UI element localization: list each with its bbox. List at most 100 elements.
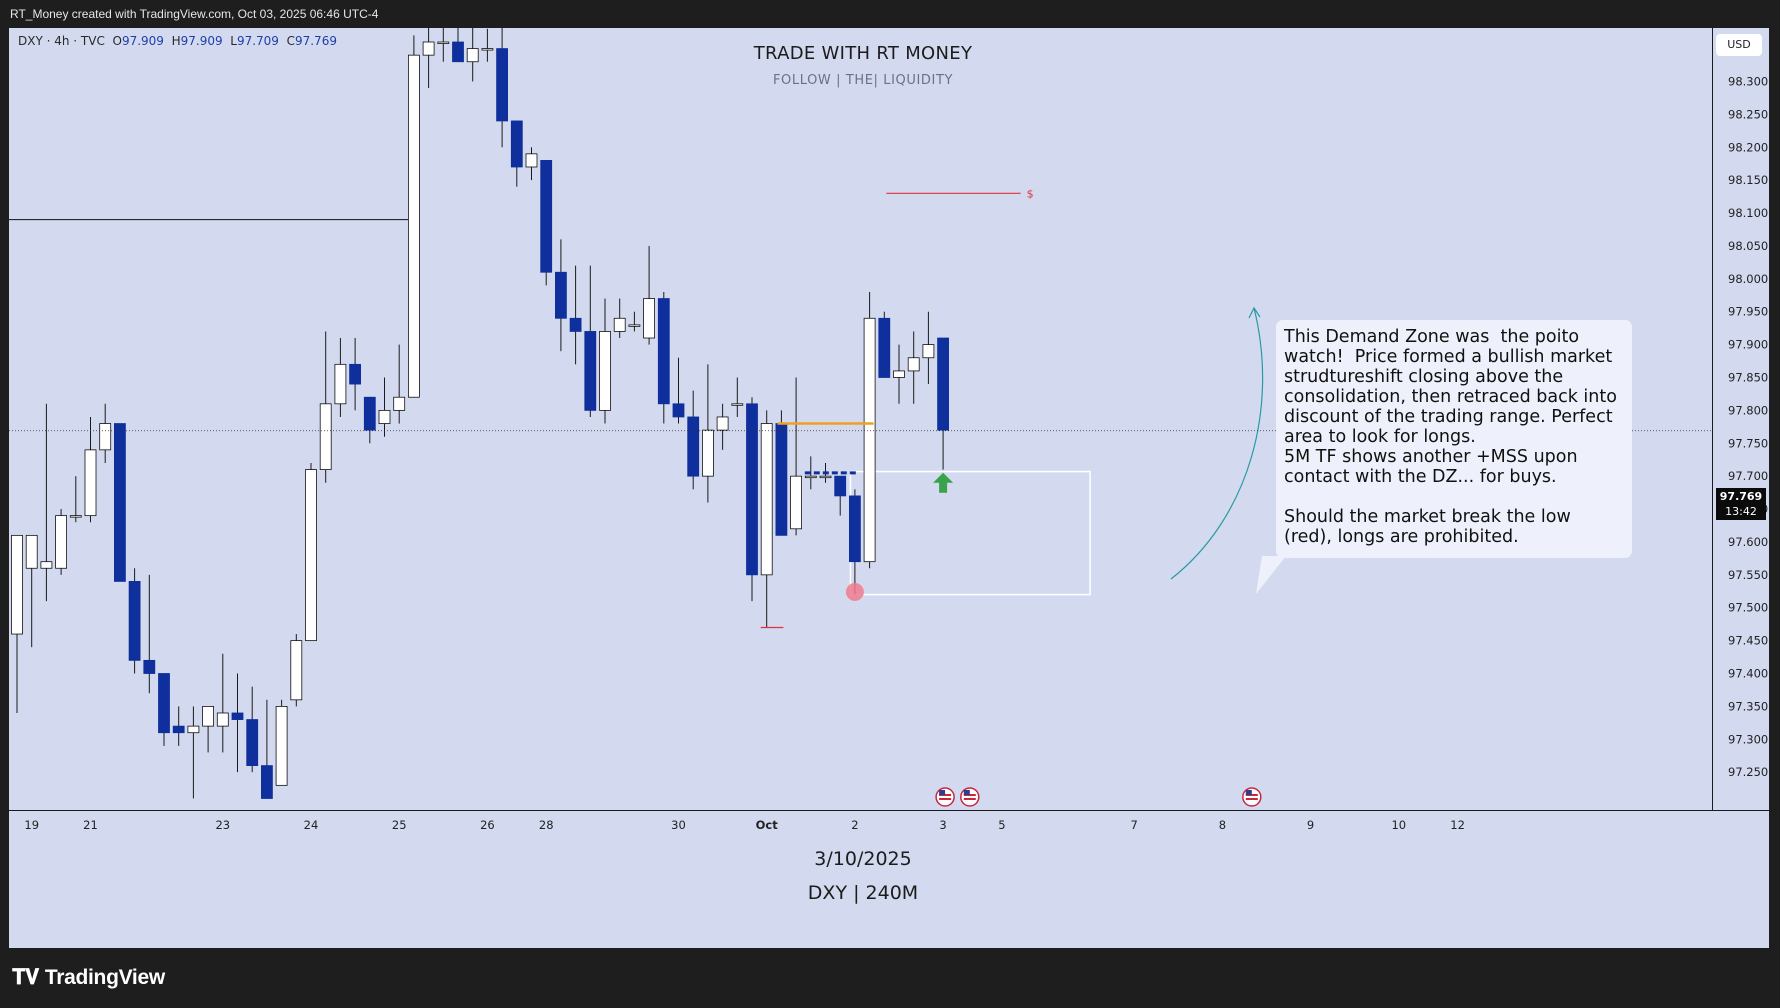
candle-56 [834,475,847,497]
candle-57 [849,495,861,563]
candle-51 [760,423,773,576]
candle-10 [158,673,170,734]
y-tick-label: 97.600 [1728,535,1768,549]
projection-curve [1170,307,1264,580]
projection-curve-arrowhead [1248,306,1261,319]
candle-55 [819,475,832,479]
candle-40 [599,331,611,411]
candle-60 [893,370,905,378]
annotation-callout-tail [1256,556,1286,594]
liquidity-marker: $ [1027,187,1034,200]
y-tick-label: 98.200 [1728,140,1768,154]
x-tick-label: 23 [215,818,230,832]
x-tick-label: 12 [1450,818,1465,832]
legend-close-value: 97.769 [294,34,337,48]
tradingview-logo[interactable]: 𝐓𝐕 TradingView [12,966,165,990]
event-flag-canton [939,790,946,795]
candle-33 [496,48,509,122]
topbar: RT_Money created with TradingView.com, O… [0,0,1780,28]
candle-12 [187,725,200,734]
candle-0 [11,534,23,635]
candle-26 [393,396,406,411]
y-tick-label: 97.500 [1728,601,1768,615]
x-tick-label: 8 [1219,818,1226,832]
candle-41 [613,317,626,332]
candle-52 [775,423,788,536]
x-tick-label: 25 [392,818,407,832]
candle-42 [628,324,641,327]
candle-8 [128,581,141,661]
x-tick-label: 10 [1391,818,1406,832]
x-tick-label: 30 [671,818,686,832]
candle-37 [555,271,567,319]
legend-open-value: 97.909 [121,34,164,48]
currency-badge[interactable]: USD [1716,34,1762,56]
candle-29 [437,41,450,44]
y-tick-label: 98.250 [1728,107,1768,121]
candle-34 [510,120,523,168]
y-tick-label: 97.900 [1728,338,1768,352]
annotation-callout[interactable]: This Demand Zone was the poito watch! Pr… [1276,320,1632,558]
candle-39 [584,331,597,411]
topbar-text: RT_Money created with TradingView.com, O… [10,7,379,21]
y-tick-label: 97.250 [1728,765,1768,779]
candle-19 [290,640,303,701]
candle-38 [569,317,582,332]
y-tick-label: 97.950 [1728,305,1768,319]
event-flag-canton [1245,790,1252,795]
ohlc-legend: DXY · 4h · TVC O97.909 H97.909 L97.709 C… [18,34,337,48]
x-tick-label: 21 [83,818,98,832]
y-tick-label: 97.750 [1728,436,1768,450]
last-price-tag: 97.769 13:42 [1716,488,1766,520]
candle-20 [305,469,317,642]
watermark-title: TRADE WITH RT MONEY [753,43,973,64]
legend-close: C97.769 [282,34,337,48]
y-tick-label: 97.350 [1728,699,1768,713]
event-flag-canton [963,790,970,795]
candle-9 [143,659,156,674]
candle-3 [55,515,67,569]
watermark-symbol: DXY | 240M [807,882,919,904]
candle-62 [922,344,935,359]
candle-49 [731,403,744,406]
x-tick-label: 7 [1131,818,1138,832]
candle-25 [378,409,391,424]
x-tick-label: 24 [304,818,319,832]
candle-47 [702,429,714,477]
bar-countdown: 13:42 [1725,505,1757,518]
x-tick-label: 26 [480,818,495,832]
candle-23 [349,363,362,385]
candle-61 [907,357,920,372]
x-tick-label: 28 [539,818,554,832]
candle-31 [466,48,479,63]
candle-16 [246,719,259,767]
x-tick-label: Oct [756,818,779,832]
bottom-bar [0,948,1780,1008]
candle-50 [746,403,758,576]
candle-13 [202,706,215,727]
candle-45 [672,403,685,418]
candle-24 [363,396,376,431]
candle-30 [452,41,464,63]
event-flag-stripe [963,798,976,800]
candle-4 [69,515,82,518]
y-tick-label: 98.050 [1728,239,1768,253]
y-tick-label: 98.100 [1728,206,1768,220]
event-flag-stripe [939,798,952,800]
candle-53 [790,475,802,530]
candle-22 [334,363,347,405]
candle-7 [114,423,126,582]
entry-arrow-icon [933,472,954,493]
candle-36 [540,160,553,273]
candle-14 [216,712,229,727]
candle-63 [937,337,949,431]
candle-44 [657,298,670,405]
y-tick-label: 98.000 [1728,272,1768,286]
candle-27 [407,54,420,398]
candle-1 [25,534,38,569]
event-flag-stripe [1245,798,1258,800]
candle-28 [422,41,435,56]
tradingview-logo-icon: 𝐓𝐕 [12,966,39,989]
candle-18 [275,706,288,786]
candle-15 [231,712,244,720]
